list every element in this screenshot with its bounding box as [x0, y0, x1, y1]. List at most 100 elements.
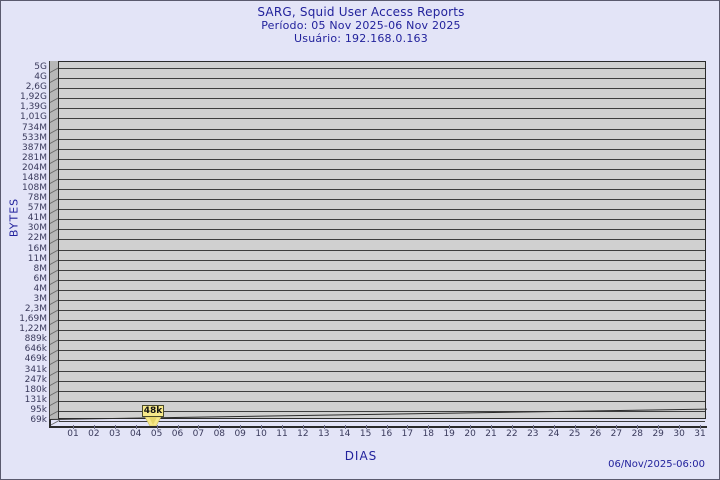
y-tick-label: 41M [27, 213, 47, 224]
x-tick-mark [365, 425, 367, 429]
gridline [59, 148, 705, 150]
x-tick-label: 03 [109, 429, 121, 439]
gridline [59, 320, 705, 322]
x-tick-mark [574, 425, 576, 429]
x-tick-label: 17 [401, 429, 414, 439]
x-tick-mark [386, 425, 388, 429]
x-tick-label: 22 [506, 429, 518, 439]
gridline [59, 98, 705, 100]
x-tick-label: 15 [359, 429, 372, 439]
y-tick-label: 180k [24, 384, 47, 395]
y-tick-label: 247k [24, 374, 47, 385]
y-tick-label: 95k [30, 404, 47, 415]
x-tick-mark [595, 425, 597, 429]
gridline [59, 118, 705, 120]
x-tick-label: 19 [443, 429, 455, 439]
x-axis-origin-mark [49, 419, 51, 428]
x-tick-mark [240, 425, 242, 429]
x-tick-mark [470, 425, 472, 429]
y-tick-label: 2,3M [24, 304, 47, 315]
x-tick-mark [553, 425, 555, 429]
y-tick-label: 1,69M [19, 314, 47, 325]
y-tick-label: 646k [24, 344, 47, 355]
x-tick-label: 04 [129, 429, 142, 439]
gridline [59, 400, 705, 402]
x-tick-mark [511, 425, 513, 429]
plot-area [49, 61, 707, 429]
x-tick-mark [344, 425, 346, 429]
x-axis-line [49, 426, 707, 428]
gridline [59, 350, 705, 352]
y-tick-label: 30M [27, 223, 47, 234]
x-tick-label: 18 [422, 429, 435, 439]
x-tick-mark [616, 425, 618, 429]
gridline [59, 360, 705, 362]
report-period: Período: 05 Nov 2025-06 Nov 2025 [261, 19, 461, 32]
x-tick-mark [73, 425, 74, 429]
gridline [59, 68, 705, 69]
x-tick-label: 30 [673, 429, 685, 439]
y-tick-label: 78M [27, 193, 47, 204]
x-tick-label: 06 [171, 429, 184, 439]
y-tick-label: 1,22M [19, 324, 47, 335]
y-tick-label: 204M [22, 162, 47, 173]
gridline [59, 219, 705, 221]
gridline [59, 269, 705, 271]
gridline [59, 78, 705, 80]
x-tick-label: 09 [234, 429, 246, 439]
y-tick-label: 57M [27, 203, 47, 214]
y-tick-label: 69k [30, 415, 47, 425]
y-tick-label: 3M [33, 293, 48, 304]
gridline [59, 249, 705, 251]
x-tick-label: 26 [589, 429, 602, 439]
data-point-callout-05[interactable]: 48k [142, 405, 166, 426]
y-tick-label: 11M [27, 253, 47, 264]
gridline [59, 370, 705, 372]
y-tick-label: 1,92G [19, 92, 47, 103]
gridline [59, 299, 705, 301]
x-tick-label: 05 [150, 429, 163, 439]
y-tick-label: 108M [22, 183, 47, 194]
gridline [59, 340, 705, 342]
x-tick-label: 11 [276, 429, 288, 439]
y-tick-label: 1,01G [19, 112, 47, 123]
y-tick-label: 6M [33, 273, 48, 284]
gridline [59, 410, 705, 412]
x-tick-mark [428, 425, 430, 429]
y-tick-label: 16M [27, 243, 47, 254]
x-tick-label: 29 [652, 429, 664, 439]
x-tick-label: 28 [631, 429, 644, 439]
y-tick-label: 533M [22, 132, 47, 143]
x-tick-mark [449, 425, 451, 429]
x-tick-mark [658, 425, 660, 429]
gridline [59, 128, 705, 130]
x-tick-mark [93, 425, 95, 429]
x-tick-mark [700, 425, 701, 429]
y-tick-label: 469k [24, 354, 47, 365]
x-tick-label: 21 [485, 429, 497, 439]
x-tick-mark [282, 425, 283, 429]
x-tick-mark [302, 425, 304, 429]
gridline [59, 108, 705, 110]
x-tick-label: 20 [464, 429, 476, 439]
y-tick-label: 2,6G [25, 82, 47, 93]
x-tick-mark [177, 425, 179, 429]
y-tick-label: 8M [33, 263, 48, 274]
x-tick-label: 23 [527, 429, 539, 439]
x-tick-label: 31 [694, 429, 706, 439]
gridline [59, 199, 705, 201]
x-tick-mark [679, 425, 681, 429]
x-tick-mark [261, 425, 263, 429]
x-tick-label: 24 [547, 429, 560, 439]
gridline [59, 178, 705, 180]
y-axis-tick-labels: 5G 4G 2,6G 1,92G 1,39G 1,01G 734M 533M 387M 281M 2… [1, 1, 48, 479]
gridline [59, 168, 705, 170]
data-point-value-label: 48k [142, 405, 164, 417]
y-tick-label: 1,39G [19, 102, 47, 113]
x-tick-mark [219, 425, 221, 429]
y-tick-label: 22M [27, 233, 47, 244]
x-tick-label: 07 [192, 429, 205, 439]
gridline [59, 88, 705, 90]
x-tick-label: 16 [380, 429, 393, 439]
